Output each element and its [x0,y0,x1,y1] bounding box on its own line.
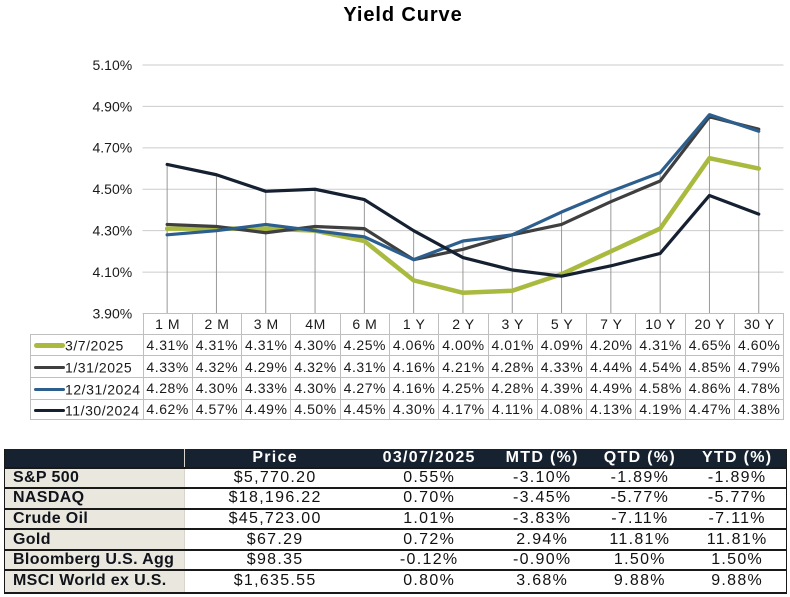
svg-text:4.30%: 4.30% [92,223,132,239]
svg-text:4.10%: 4.10% [92,264,132,280]
svg-text:5.10%: 5.10% [92,57,132,73]
svg-text:4.90%: 4.90% [92,98,132,114]
svg-text:4.70%: 4.70% [92,140,132,156]
svg-text:4.50%: 4.50% [92,181,132,197]
svg-text:3.90%: 3.90% [92,305,132,321]
